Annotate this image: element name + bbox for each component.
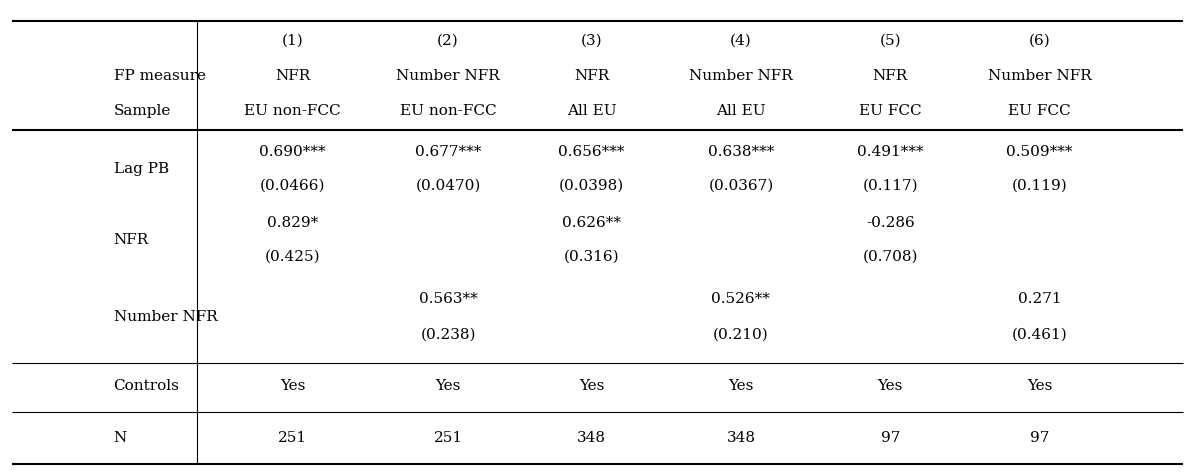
- Text: 348: 348: [727, 431, 755, 446]
- Text: N: N: [114, 431, 127, 446]
- Text: Yes: Yes: [877, 379, 903, 394]
- Text: (0.461): (0.461): [1012, 327, 1067, 342]
- Text: Number NFR: Number NFR: [114, 310, 217, 324]
- Text: 0.271: 0.271: [1018, 292, 1061, 306]
- Text: (2): (2): [437, 33, 459, 47]
- Text: 348: 348: [577, 431, 606, 446]
- Text: (0.238): (0.238): [421, 327, 476, 342]
- Text: NFR: NFR: [275, 69, 311, 83]
- Text: 97: 97: [1030, 431, 1049, 446]
- Text: All EU: All EU: [716, 104, 766, 118]
- Text: Yes: Yes: [1027, 379, 1053, 394]
- Text: NFR: NFR: [114, 233, 148, 247]
- Text: (0.316): (0.316): [564, 249, 619, 263]
- Text: (0.119): (0.119): [1012, 178, 1067, 193]
- Text: Sample: Sample: [114, 104, 171, 118]
- Text: NFR: NFR: [574, 69, 609, 83]
- Text: (5): (5): [880, 33, 901, 47]
- Text: (0.0398): (0.0398): [559, 178, 624, 193]
- Text: 0.491***: 0.491***: [857, 145, 924, 159]
- Text: EU non-FCC: EU non-FCC: [400, 104, 496, 118]
- Text: 0.563**: 0.563**: [418, 292, 478, 306]
- Text: 0.677***: 0.677***: [415, 145, 482, 159]
- Text: -0.286: -0.286: [866, 216, 914, 230]
- Text: 0.526**: 0.526**: [711, 292, 771, 306]
- Text: (3): (3): [581, 33, 602, 47]
- Text: (0.210): (0.210): [713, 327, 768, 342]
- Text: NFR: NFR: [872, 69, 908, 83]
- Text: 0.638***: 0.638***: [707, 145, 774, 159]
- Text: 0.690***: 0.690***: [259, 145, 326, 159]
- Text: (0.0367): (0.0367): [709, 178, 773, 193]
- Text: 0.829*: 0.829*: [268, 216, 318, 230]
- Text: (0.0470): (0.0470): [416, 178, 480, 193]
- Text: 251: 251: [434, 431, 462, 446]
- Text: 0.626**: 0.626**: [562, 216, 621, 230]
- Text: Yes: Yes: [280, 379, 306, 394]
- Text: Number NFR: Number NFR: [397, 69, 500, 83]
- Text: (6): (6): [1029, 33, 1050, 47]
- Text: FP measure: FP measure: [114, 69, 206, 83]
- Text: 251: 251: [278, 431, 307, 446]
- Text: (1): (1): [282, 33, 304, 47]
- Text: All EU: All EU: [566, 104, 617, 118]
- Text: Number NFR: Number NFR: [690, 69, 792, 83]
- Text: Yes: Yes: [728, 379, 754, 394]
- Text: (0.708): (0.708): [863, 249, 918, 263]
- Text: Yes: Yes: [435, 379, 461, 394]
- Text: Controls: Controls: [114, 379, 179, 394]
- Text: (0.117): (0.117): [863, 178, 918, 193]
- Text: Lag PB: Lag PB: [114, 162, 168, 176]
- Text: (0.425): (0.425): [265, 249, 320, 263]
- Text: 0.656***: 0.656***: [558, 145, 625, 159]
- Text: EU non-FCC: EU non-FCC: [245, 104, 341, 118]
- Text: 0.509***: 0.509***: [1006, 145, 1073, 159]
- Text: EU FCC: EU FCC: [859, 104, 921, 118]
- Text: Yes: Yes: [578, 379, 605, 394]
- Text: EU FCC: EU FCC: [1009, 104, 1071, 118]
- Text: (4): (4): [730, 33, 752, 47]
- Text: 97: 97: [881, 431, 900, 446]
- Text: Number NFR: Number NFR: [988, 69, 1091, 83]
- Text: (0.0466): (0.0466): [261, 178, 325, 193]
